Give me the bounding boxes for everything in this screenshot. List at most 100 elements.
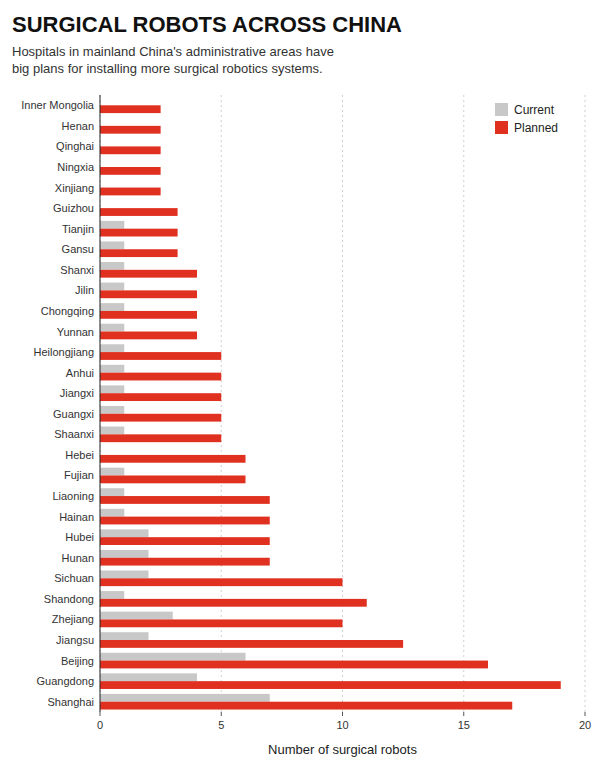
bar — [100, 393, 221, 401]
bar — [100, 283, 124, 291]
y-tick-label: Hebei — [65, 449, 94, 461]
bar — [100, 167, 161, 175]
legend-label: Current — [514, 103, 555, 117]
bar — [100, 475, 246, 483]
y-tick-label: Guangdong — [37, 675, 95, 687]
bar — [100, 599, 367, 607]
bar — [100, 427, 124, 435]
bar — [100, 221, 124, 229]
legend: Current Planned — [495, 103, 558, 135]
y-tick-label: Henan — [62, 120, 94, 132]
y-tick-label: Jiangxi — [60, 387, 94, 399]
bar — [100, 673, 197, 681]
y-tick-label: Sichuan — [54, 572, 94, 584]
bar — [100, 146, 161, 154]
y-tick-label: Heilongjiang — [33, 346, 94, 358]
x-tick — [342, 712, 343, 716]
y-axis: Inner MongoliaHenanQinghaiNingxiaXinjian… — [21, 99, 95, 707]
bar — [100, 681, 561, 689]
y-tick-label: Fujian — [64, 469, 94, 481]
x-tick — [585, 712, 586, 716]
x-tick-label: 10 — [336, 719, 348, 731]
y-tick-label: Jiangsu — [56, 634, 94, 646]
bar — [100, 290, 197, 298]
bar — [100, 529, 149, 537]
x-axis: 0 5 10 15 20 — [97, 712, 591, 731]
chart: SURGICAL ROBOTS ACROSS CHINA Hospitals in… — [0, 0, 600, 777]
y-tick-label: Guangxi — [53, 408, 94, 420]
bar — [100, 352, 221, 360]
bar — [100, 126, 161, 134]
x-tick-label: 5 — [218, 719, 224, 731]
y-tick-label: Anhui — [66, 367, 94, 379]
grid-line — [100, 95, 101, 712]
y-tick-label: Shanghai — [48, 696, 95, 708]
bar — [100, 324, 124, 332]
bar — [100, 702, 512, 710]
x-tick-label: 20 — [579, 719, 591, 731]
bar — [100, 571, 149, 579]
x-axis-label: Number of surgical robots — [268, 742, 417, 757]
y-tick-label: Xinjiang — [55, 182, 94, 194]
x-grid — [100, 95, 585, 712]
chart-container: SURGICAL ROBOTS ACROSS CHINA Hospitals in… — [0, 0, 600, 777]
y-tick-label: Hubei — [65, 531, 94, 543]
y-tick-label: Hainan — [59, 511, 94, 523]
bar — [100, 591, 124, 599]
bar — [100, 270, 197, 278]
x-tick — [463, 712, 464, 716]
bar — [100, 229, 178, 237]
bar — [100, 311, 197, 319]
legend-swatch — [495, 121, 508, 134]
bar — [100, 517, 270, 525]
y-tick-label: Ningxia — [57, 161, 95, 173]
y-tick-label: Shanxi — [60, 264, 94, 276]
y-tick-label: Gansu — [62, 243, 94, 255]
legend-label: Planned — [514, 121, 558, 135]
subtitle: Hospitals in mainland China's administra… — [12, 44, 334, 76]
bar — [100, 188, 161, 196]
y-tick-label: Qinghai — [56, 140, 94, 152]
bar — [100, 373, 221, 381]
grid-line — [463, 95, 464, 712]
x-tick — [221, 712, 222, 716]
bar — [100, 488, 124, 496]
bar — [100, 332, 197, 340]
legend-swatch — [495, 103, 508, 116]
bar — [100, 468, 124, 476]
y-tick-label: Zhejiang — [52, 613, 94, 625]
bar — [100, 406, 124, 414]
bar — [100, 385, 124, 393]
y-tick-label: Tianjin — [62, 223, 94, 235]
bar — [100, 496, 270, 504]
bar — [100, 612, 173, 620]
x-tick-label: 15 — [458, 719, 470, 731]
bars — [100, 105, 561, 709]
bar — [100, 344, 124, 352]
bar — [100, 694, 270, 702]
bar — [100, 661, 488, 669]
y-tick-label: Shandong — [44, 593, 94, 605]
y-tick-label: Yunnan — [57, 326, 94, 338]
title: SURGICAL ROBOTS ACROSS CHINA — [12, 12, 402, 37]
y-axis-line — [100, 95, 101, 712]
bar — [100, 578, 343, 586]
bar — [100, 262, 124, 270]
background — [0, 0, 600, 777]
bar — [100, 640, 403, 648]
bar — [100, 558, 270, 566]
y-tick-label: Beijing — [61, 655, 94, 667]
bar — [100, 241, 124, 249]
bar — [100, 455, 246, 463]
y-tick-label: Jilin — [75, 284, 94, 296]
bar — [100, 632, 149, 640]
x-tick-label: 0 — [97, 719, 103, 731]
bar — [100, 208, 178, 216]
y-tick-label: Chongqing — [41, 305, 94, 317]
bar — [100, 249, 178, 257]
bar — [100, 653, 246, 661]
y-tick-label: Liaoning — [52, 490, 94, 502]
y-tick-label: Shaanxi — [54, 428, 94, 440]
x-tick — [100, 712, 101, 716]
grid-line — [585, 95, 586, 712]
